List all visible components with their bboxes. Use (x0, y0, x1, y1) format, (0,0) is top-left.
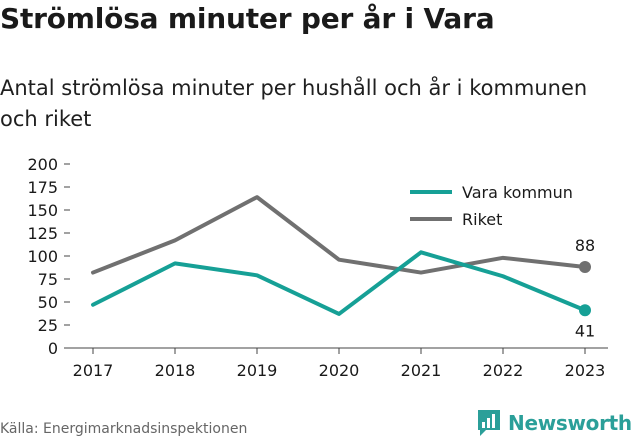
chart-legend: Vara kommun Riket (400, 175, 595, 235)
newsworthy-logo: Newsworthy (476, 408, 631, 438)
brand-name: Newsworthy (508, 411, 631, 435)
x-tick-label: 2018 (155, 361, 196, 380)
legend-label-vara: Vara kommun (462, 183, 573, 202)
legend-label-riket: Riket (462, 210, 502, 229)
x-tick-label: 2022 (483, 361, 524, 380)
end-point-riket (579, 261, 591, 274)
end-label-riket: 88 (575, 236, 595, 255)
newsworthy-icon (478, 410, 500, 436)
y-tick-label: 75 (38, 270, 58, 289)
y-tick-label: 0 (48, 339, 58, 358)
y-tick-label: 200 (27, 155, 58, 174)
chart-subtitle: Antal strömlösa minuter per hushåll och … (0, 76, 588, 131)
end-label-vara: 41 (575, 321, 595, 340)
x-tick-label: 2023 (565, 361, 606, 380)
x-tick-label: 2017 (73, 361, 114, 380)
end-point-vara (579, 304, 591, 317)
legend-background (400, 175, 595, 235)
x-axis: 2017 2018 2019 2020 2021 2022 2023 (70, 347, 608, 380)
x-tick-label: 2019 (237, 361, 278, 380)
source-note: Källa: Energimarknadsinspektionen (0, 421, 248, 437)
y-tick-label: 150 (27, 201, 58, 220)
y-tick-label: 175 (27, 178, 58, 197)
y-tick-label: 100 (27, 247, 58, 266)
y-tick-label: 25 (38, 316, 58, 335)
x-tick-label: 2020 (319, 361, 360, 380)
series-line-vara (91, 250, 587, 316)
x-tick-label: 2021 (401, 361, 442, 380)
y-tick-label: 50 (38, 293, 58, 312)
chart-title: Strömlösa minuter per år i Vara (0, 2, 495, 35)
series-layer: 88 41 (91, 195, 595, 340)
y-tick-label: 125 (27, 224, 58, 243)
y-axis: 0 25 50 75 100 125 150 175 200 (27, 155, 70, 358)
series-line-riket (91, 195, 587, 275)
